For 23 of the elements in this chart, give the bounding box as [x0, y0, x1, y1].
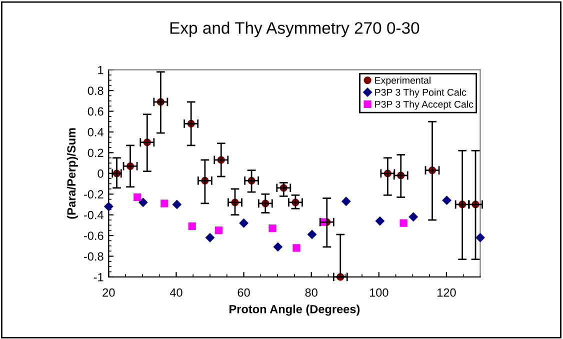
- y-tick-label: 0.8: [88, 86, 104, 95]
- y-tick-label: 0: [98, 169, 104, 178]
- y-tick-label: 1: [98, 66, 104, 74]
- legend-label: Experimental: [375, 76, 430, 86]
- y-tick-label: -0.6: [84, 232, 104, 240]
- x-tick-label: 20: [102, 288, 115, 297]
- y-tick-label: 0.2: [88, 148, 104, 158]
- y-tick-label: 0.4: [88, 128, 104, 136]
- y-tick-label: -1: [94, 273, 104, 282]
- legend-label: P3P 3 Thy Point Calc: [375, 88, 466, 98]
- x-axis-title: Proton Angle (Degrees): [230, 304, 360, 316]
- y-tick-label: 0.6: [88, 107, 104, 116]
- y-axis-title: (Para/Perp)/Sum: [66, 128, 78, 219]
- y-tick-label: -0.2: [84, 190, 104, 199]
- x-tick-label: 40: [170, 288, 182, 297]
- x-tick-label: 120: [438, 288, 456, 297]
- y-tick-label: -0.8: [84, 252, 104, 261]
- x-tick-label: 60: [238, 288, 250, 297]
- x-tick-label: 80: [305, 288, 318, 297]
- legend-label: P3P 3 Thy Accept Calc: [375, 100, 474, 110]
- y-tick-label: -0.4: [84, 210, 104, 220]
- x-tick-label: 100: [370, 288, 388, 297]
- chart-title: Exp and Thy Asymmetry 270 0-30: [170, 22, 420, 38]
